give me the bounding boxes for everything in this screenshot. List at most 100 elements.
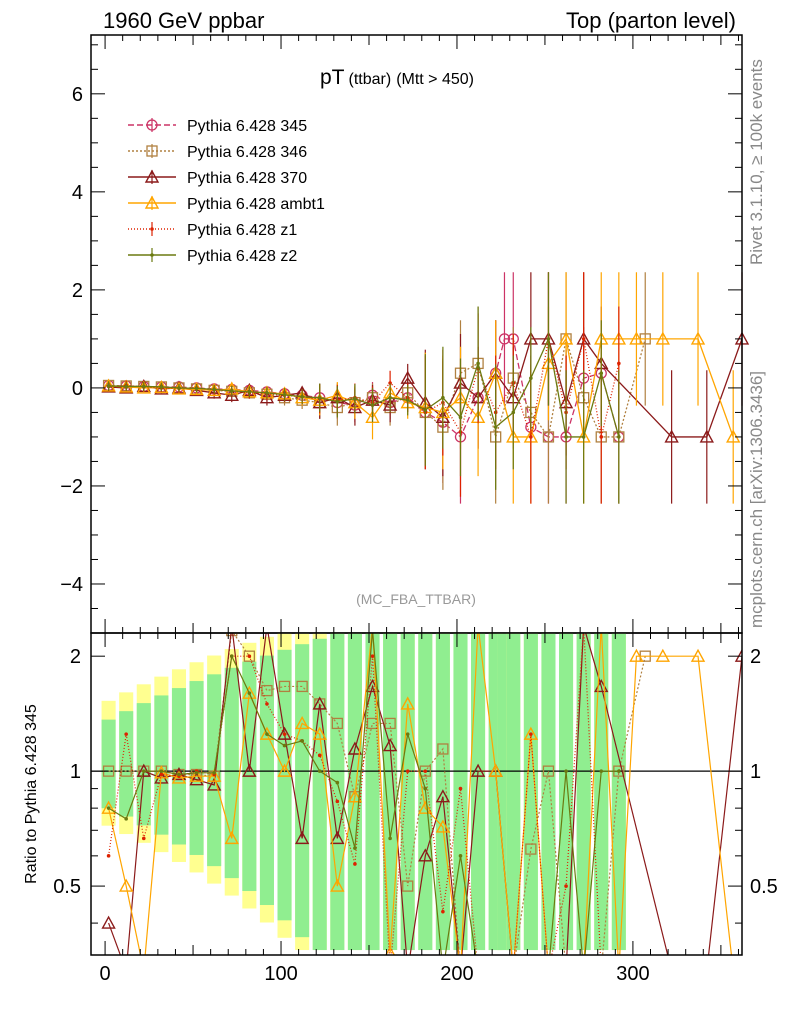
ratio-band-inner — [576, 633, 591, 951]
data-point — [388, 395, 392, 400]
data-point — [335, 780, 340, 785]
series-line — [108, 336, 620, 438]
ratio-band-inner — [330, 633, 345, 951]
data-point — [542, 765, 555, 777]
ratio-y-tick-label: 1 — [750, 761, 761, 783]
data-point — [400, 370, 415, 384]
ratio-panel: 0.5 0.5 1 1 2 2 0 100 200 300 Ratio to Pythia 6.… — [23, 35, 778, 985]
data-point — [405, 732, 410, 736]
data-point — [472, 620, 484, 631]
ratio-band-inner — [259, 655, 274, 906]
data-point — [370, 403, 375, 407]
data-point — [206, 768, 222, 782]
ratio-band-inner — [224, 667, 239, 879]
data-point — [470, 763, 486, 777]
legend-entry: Pythia 6.428 z2 — [128, 248, 297, 265]
data-point — [546, 337, 551, 341]
data-point — [282, 392, 287, 397]
data-point — [666, 965, 678, 976]
data-point — [365, 409, 380, 424]
data-point — [511, 969, 515, 973]
data-point — [177, 772, 181, 777]
ratio-band-inner — [471, 633, 486, 951]
data-point — [599, 435, 604, 439]
legend: Pythia 6.428 345 Pythia 6.428 346 Pythia 6… — [128, 118, 325, 265]
data-point — [437, 743, 449, 755]
data-point — [330, 830, 345, 845]
ratio-band-inner — [277, 649, 292, 921]
data-point — [599, 969, 603, 973]
x-tick-label: 100 — [264, 963, 297, 985]
data-point — [282, 743, 287, 748]
data-point — [423, 408, 428, 412]
data-point — [212, 771, 216, 775]
data-point — [617, 435, 621, 439]
ratio-y-tick-label: 1 — [70, 761, 81, 783]
data-point — [423, 786, 428, 791]
data-point — [476, 969, 480, 973]
ratio-y-tick-label: 0.5 — [53, 876, 81, 898]
data-point — [206, 385, 222, 399]
data-point — [370, 654, 375, 658]
x-tick-label: 0 — [100, 963, 111, 985]
data-point — [265, 391, 269, 395]
data-point — [229, 654, 234, 658]
data-point — [596, 966, 606, 976]
data-point — [331, 717, 343, 730]
data-point — [542, 965, 554, 976]
data-point — [300, 739, 304, 743]
data-point — [347, 741, 363, 755]
data-point — [699, 429, 714, 443]
rivet-label: Rivet 3.1.10, ≥ 100k events — [747, 59, 766, 265]
data-point — [529, 969, 533, 973]
data-point — [226, 620, 238, 631]
ratio-band-inner — [171, 688, 187, 845]
data-point — [564, 884, 568, 888]
data-point — [124, 732, 128, 736]
data-point — [578, 620, 590, 631]
data-point — [119, 878, 134, 892]
data-point — [259, 726, 275, 740]
data-point — [498, 333, 511, 345]
ratio-y-tick-label: 2 — [70, 646, 81, 668]
data-point — [146, 119, 158, 131]
data-point — [317, 753, 322, 758]
data-point — [206, 777, 222, 791]
data-point — [243, 650, 256, 662]
data-point — [265, 732, 269, 736]
data-point — [141, 769, 146, 773]
data-point — [599, 769, 604, 773]
data-point — [508, 966, 518, 976]
data-point — [388, 969, 392, 973]
y-tick-label: 4 — [72, 182, 83, 204]
data-point — [435, 819, 451, 833]
data-point — [582, 969, 586, 973]
ratio-series-5 — [106, 633, 621, 973]
ratio-band-inner — [119, 711, 134, 817]
chart-title: pT (ttbar) (Mtt > 450) — [320, 66, 474, 89]
data-point — [242, 763, 257, 777]
data-point — [507, 965, 519, 976]
data-point — [353, 862, 357, 866]
legend-entry: Pythia 6.428 z1 — [128, 222, 297, 239]
data-point — [382, 738, 398, 752]
data-point — [106, 384, 111, 388]
data-point — [529, 732, 533, 736]
data-point — [441, 909, 445, 914]
data-point — [224, 387, 239, 401]
data-point — [106, 854, 111, 858]
ratio-band-inner — [506, 633, 521, 951]
chart-title-main: pT — [320, 66, 345, 89]
data-point — [507, 965, 519, 976]
data-point — [617, 769, 621, 773]
data-point — [629, 331, 644, 345]
data-point — [194, 386, 199, 391]
ratio-band-inner — [312, 638, 327, 951]
data-point — [491, 966, 501, 976]
data-point — [212, 387, 216, 392]
data-point — [224, 830, 239, 845]
x-tick-label: 300 — [616, 963, 649, 985]
data-point — [560, 965, 572, 976]
data-point — [282, 732, 287, 736]
data-point — [423, 769, 428, 773]
